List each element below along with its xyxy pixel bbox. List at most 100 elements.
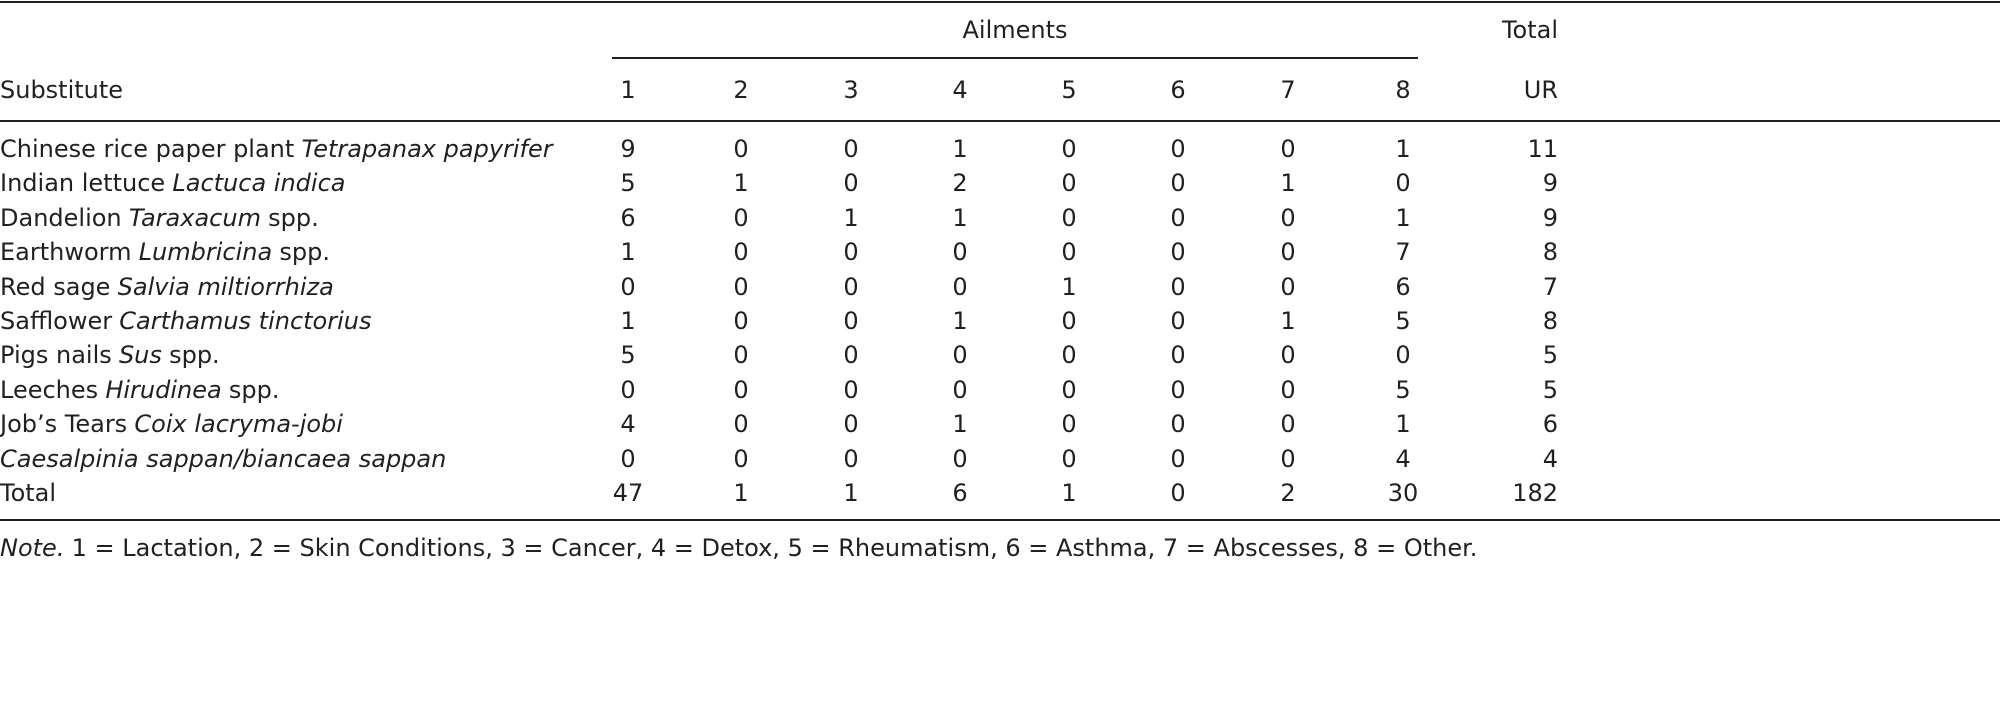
count: 1: [620, 307, 636, 335]
count: 5: [620, 169, 636, 198]
column-header: 5: [1061, 76, 1077, 104]
total-count: 0: [1170, 479, 1186, 507]
count: 0: [1170, 203, 1186, 232]
count: 0: [1395, 169, 1411, 198]
count: 0: [1280, 341, 1296, 370]
total-count: 1: [1061, 479, 1077, 507]
count: 0: [620, 444, 636, 473]
substitute: Pigs nails Sus spp.: [0, 340, 220, 370]
row-total: 9: [1542, 203, 1558, 232]
top-rule: [0, 1, 2000, 3]
count: 0: [843, 135, 859, 163]
count: 1: [1395, 203, 1411, 232]
count: 0: [1061, 238, 1077, 267]
count: 0: [1280, 410, 1296, 439]
count: 1: [952, 410, 968, 439]
substitute-common: Dandelion: [0, 203, 122, 232]
count: 0: [952, 375, 968, 404]
count: 0: [1061, 341, 1077, 370]
row-total: 11: [1527, 135, 1558, 163]
count: 0: [1061, 135, 1077, 163]
count: 0: [1061, 307, 1077, 335]
count: 0: [1170, 444, 1186, 473]
count: 0: [1280, 238, 1296, 267]
count: 1: [620, 238, 636, 267]
column-header: 4: [952, 76, 968, 104]
row-total: 9: [1542, 169, 1558, 198]
count: 0: [952, 272, 968, 301]
substitute-scientific: Hirudinea: [105, 375, 222, 404]
row-total: 6: [1542, 410, 1558, 439]
count: 5: [620, 341, 636, 370]
total-count: 47: [612, 479, 644, 507]
count: 0: [733, 135, 749, 163]
count: 1: [843, 203, 859, 232]
count: 0: [1061, 444, 1077, 473]
count: 4: [1395, 444, 1411, 473]
count: 0: [1170, 410, 1186, 439]
count: 0: [843, 169, 859, 198]
column-header: Substitute: [0, 76, 124, 104]
substitute-common: Safflower: [0, 307, 113, 335]
count: 0: [843, 444, 859, 473]
count: 0: [843, 375, 859, 404]
substitute-common: Earthworm: [0, 238, 132, 267]
count: 0: [1280, 272, 1296, 301]
row-total: 5: [1542, 341, 1558, 370]
count: 0: [620, 272, 636, 301]
count: 1: [1280, 169, 1296, 198]
substitute-scientific: Tetrapanax papyrifer: [301, 135, 553, 163]
row-total: 5: [1542, 375, 1558, 404]
count: 0: [1170, 272, 1186, 301]
column-header: 3: [843, 76, 859, 104]
substitute-scientific: Coix lacryma-jobi: [134, 410, 343, 439]
column-header: UR: [1523, 76, 1558, 104]
grand-total: 182: [1512, 479, 1558, 507]
total-count: 1: [733, 479, 749, 507]
total-count: 2: [1280, 479, 1296, 507]
substitute-scientific: Carthamus tinctorius: [119, 307, 372, 335]
substitute-scientific: Caesalpinia sappan/biancaea sappan: [0, 444, 447, 473]
substitute-scientific: Salvia miltiorrhiza: [117, 272, 334, 301]
count: 6: [1395, 272, 1411, 301]
substitute-scientific: Lactuca indica: [172, 169, 346, 198]
count: 0: [1280, 135, 1296, 163]
substitute-scientific: Lumbricina: [138, 238, 273, 267]
column-header: 6: [1170, 76, 1186, 104]
count: 0: [733, 307, 749, 335]
count: 0: [843, 410, 859, 439]
count: 1: [952, 203, 968, 232]
count: 0: [733, 238, 749, 267]
note-label: Note.: [0, 534, 65, 562]
count: 6: [620, 203, 636, 232]
substitute: Job’s Tears Coix lacryma-jobi: [0, 409, 343, 439]
row-total: 4: [1542, 444, 1558, 473]
count: 0: [620, 375, 636, 404]
count: 9: [620, 135, 636, 163]
count: 0: [1170, 307, 1186, 335]
substitute-common: Pigs nails: [0, 341, 112, 370]
count: 0: [843, 238, 859, 267]
count: 0: [843, 341, 859, 370]
header-rule: [0, 120, 2000, 122]
count: 1: [952, 307, 968, 335]
count: 0: [952, 238, 968, 267]
column-header: 2: [733, 76, 749, 104]
count: 0: [1395, 341, 1411, 370]
substitute-scientific: Taraxacum: [128, 203, 261, 232]
count: 7: [1395, 238, 1411, 267]
substitute-suffix: spp.: [228, 375, 280, 404]
count: 1: [1395, 135, 1411, 163]
count: 0: [733, 444, 749, 473]
count: 1: [733, 169, 749, 198]
count: 4: [620, 410, 636, 439]
substitute-common: Red sage: [0, 272, 111, 301]
count: 0: [1170, 135, 1186, 163]
row-total: 8: [1542, 238, 1558, 267]
count: 1: [1280, 307, 1296, 335]
substitute: Dandelion Taraxacum spp.: [0, 203, 319, 233]
group-header: Ailments: [962, 16, 1068, 44]
count: 1: [1395, 410, 1411, 439]
count: 0: [1280, 444, 1296, 473]
